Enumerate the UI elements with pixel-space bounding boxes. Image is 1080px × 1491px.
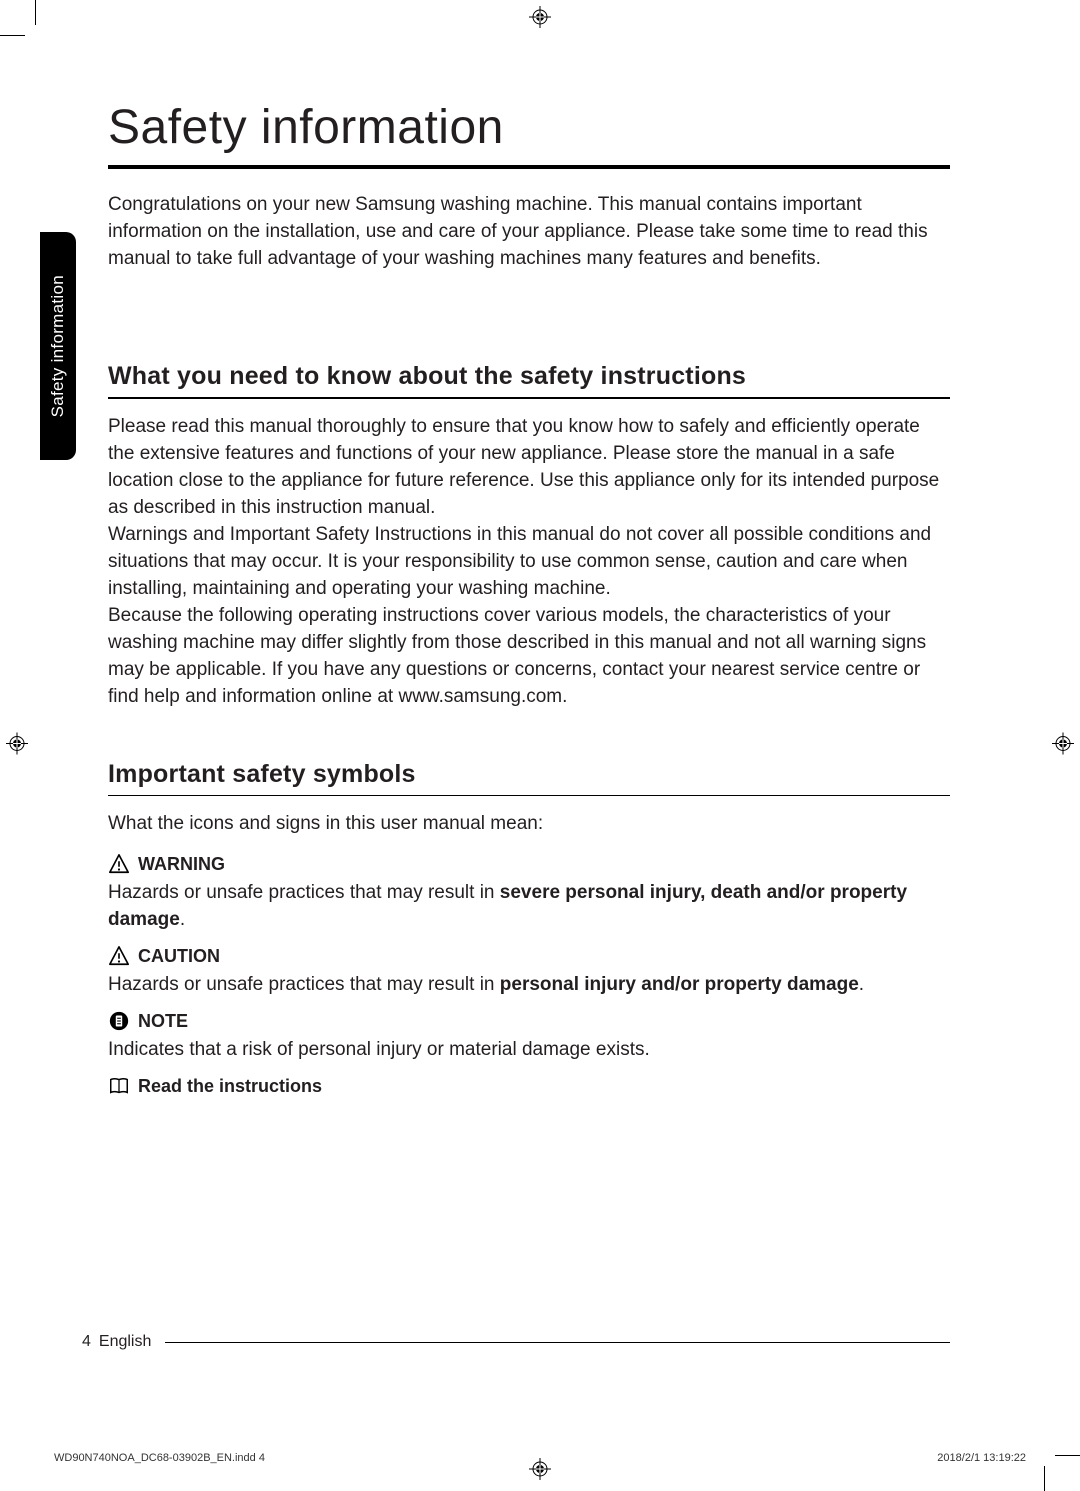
section1-p2: Warnings and Important Safety Instructio… xyxy=(108,521,950,602)
print-meta: WD90N740NOA_DC68-03902B_EN.indd 4 2018/2… xyxy=(54,1452,1026,1464)
symbol-label: CAUTION xyxy=(138,946,220,967)
page-footer: 4English xyxy=(108,1342,950,1343)
print-file: WD90N740NOA_DC68-03902B_EN.indd 4 xyxy=(54,1452,265,1464)
symbol-warning-text: Hazards or unsafe practices that may res… xyxy=(108,879,950,933)
footer-rule: 4English xyxy=(108,1342,950,1343)
section-heading: What you need to know about the safety i… xyxy=(108,362,950,391)
symbol-label: NOTE xyxy=(138,1011,188,1032)
symbol-label: WARNING xyxy=(138,854,225,875)
section2-lead: What the icons and signs in this user ma… xyxy=(108,810,950,837)
page-title: Safety information xyxy=(108,100,950,155)
registration-mark-left xyxy=(6,732,28,759)
section-rule xyxy=(108,795,950,797)
symbol-caution: CAUTION Hazards or unsafe practices that… xyxy=(108,945,950,998)
section1-p3: Because the following operating instruct… xyxy=(108,602,950,710)
page-body: Safety information Congratulations on yo… xyxy=(108,100,950,1101)
footer-label: 4English xyxy=(82,1333,165,1351)
print-time: 2018/2/1 13:19:22 xyxy=(937,1452,1026,1464)
section-rule xyxy=(108,397,950,399)
symbol-note: NOTE Indicates that a risk of personal i… xyxy=(108,1010,950,1063)
caution-icon xyxy=(108,945,130,967)
section-tab-label: Safety information xyxy=(48,275,68,417)
page-number: 4 xyxy=(82,1333,99,1350)
intro-paragraph: Congratulations on your new Samsung wash… xyxy=(108,191,950,272)
page-language: English xyxy=(99,1333,151,1350)
symbol-label: Read the instructions xyxy=(138,1076,322,1097)
registration-mark-top xyxy=(529,6,551,33)
warning-icon xyxy=(108,853,130,875)
section-tab: Safety information xyxy=(40,232,76,460)
note-icon xyxy=(108,1010,130,1032)
section-heading: Important safety symbols xyxy=(108,760,950,789)
symbol-caution-text: Hazards or unsafe practices that may res… xyxy=(108,971,950,998)
title-rule xyxy=(108,165,950,169)
symbol-warning: WARNING Hazards or unsafe practices that… xyxy=(108,853,950,933)
registration-mark-right xyxy=(1052,732,1074,759)
symbol-read: Read the instructions xyxy=(108,1075,950,1097)
book-icon xyxy=(108,1075,130,1097)
symbol-note-text: Indicates that a risk of personal injury… xyxy=(108,1036,950,1063)
section1-p1: Please read this manual thoroughly to en… xyxy=(108,413,950,521)
